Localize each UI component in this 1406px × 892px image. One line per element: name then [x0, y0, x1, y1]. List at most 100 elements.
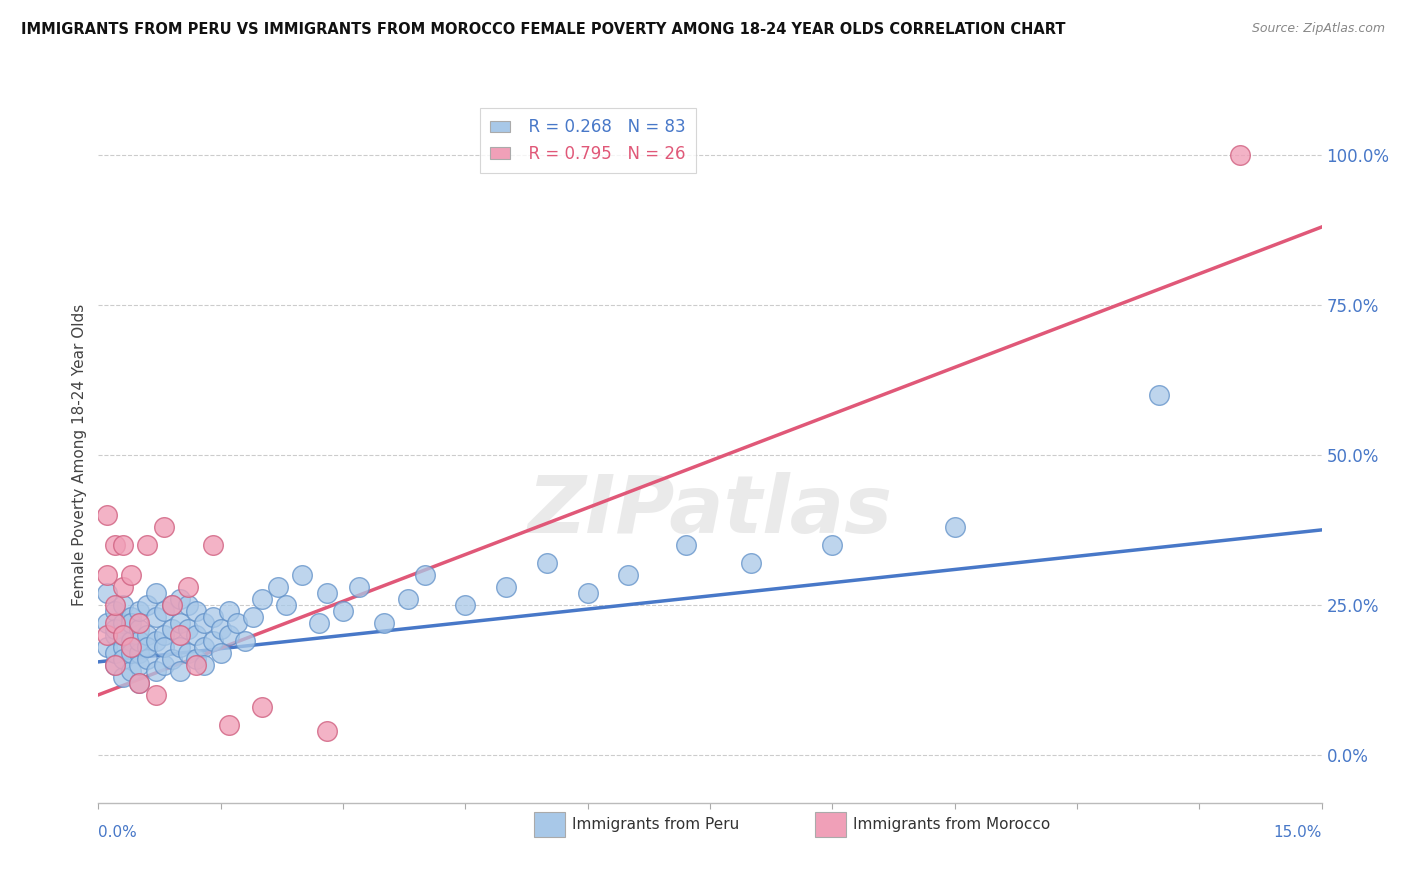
Point [111, 580, 134, 594]
Text: Immigrants from Morocco: Immigrants from Morocco [853, 817, 1050, 831]
Point [315, 723, 337, 738]
Point [104, 598, 127, 612]
Point [96, 628, 118, 642]
Point [193, 640, 215, 654]
Point [308, 615, 330, 630]
Point [96, 640, 118, 654]
Point [177, 598, 200, 612]
Text: Immigrants from Peru: Immigrants from Peru [572, 817, 740, 831]
Point [111, 628, 134, 642]
Point [169, 640, 191, 654]
Point [136, 628, 159, 642]
Point [136, 598, 159, 612]
Point [136, 640, 159, 654]
Point [136, 538, 159, 552]
Point [201, 610, 224, 624]
Point [209, 646, 232, 660]
Point [186, 657, 208, 672]
Text: 0.0%: 0.0% [98, 825, 138, 840]
Point [396, 591, 419, 606]
Text: 15.0%: 15.0% [1274, 825, 1322, 840]
Point [250, 699, 273, 714]
Point [104, 615, 127, 630]
Point [1147, 388, 1170, 402]
Point [169, 664, 191, 678]
Point [201, 538, 224, 552]
Point [617, 567, 640, 582]
Point [120, 633, 142, 648]
Point [740, 556, 762, 570]
Point [454, 598, 477, 612]
Text: IMMIGRANTS FROM PERU VS IMMIGRANTS FROM MOROCCO FEMALE POVERTY AMONG 18-24 YEAR : IMMIGRANTS FROM PERU VS IMMIGRANTS FROM … [21, 22, 1066, 37]
Point [111, 598, 134, 612]
Point [495, 580, 517, 594]
Point [104, 538, 127, 552]
Point [169, 615, 191, 630]
Point [226, 615, 249, 630]
Point [152, 520, 174, 534]
Point [218, 718, 240, 732]
Point [120, 615, 142, 630]
Point [128, 676, 150, 690]
Point [821, 538, 844, 552]
Point [128, 604, 150, 618]
Point [233, 633, 256, 648]
Point [169, 628, 191, 642]
Point [111, 652, 134, 666]
Point [104, 657, 127, 672]
Text: Source: ZipAtlas.com: Source: ZipAtlas.com [1251, 22, 1385, 36]
Point [152, 628, 174, 642]
Point [152, 640, 174, 654]
Point [373, 615, 395, 630]
Point [242, 610, 264, 624]
Point [120, 567, 142, 582]
Point [413, 567, 436, 582]
Point [209, 622, 232, 636]
Point [160, 652, 183, 666]
Point [193, 657, 215, 672]
Point [128, 646, 150, 660]
Point [96, 615, 118, 630]
Point [267, 580, 290, 594]
Y-axis label: Female Poverty Among 18-24 Year Olds: Female Poverty Among 18-24 Year Olds [72, 304, 87, 606]
Point [104, 622, 127, 636]
Point [315, 586, 337, 600]
Point [104, 604, 127, 618]
Point [96, 508, 118, 522]
Point [145, 586, 167, 600]
Point [104, 646, 127, 660]
Point [128, 633, 150, 648]
Point [160, 598, 183, 612]
Point [104, 657, 127, 672]
Point [218, 628, 240, 642]
Point [96, 567, 118, 582]
Point [120, 664, 142, 678]
Point [186, 652, 208, 666]
Point [274, 598, 297, 612]
Point [177, 580, 200, 594]
Point [145, 664, 167, 678]
Legend:   R = 0.268   N = 83,   R = 0.795   N = 26: R = 0.268 N = 83, R = 0.795 N = 26 [479, 109, 696, 173]
Point [120, 640, 142, 654]
Point [201, 633, 224, 648]
Point [145, 633, 167, 648]
Point [136, 652, 159, 666]
Point [96, 586, 118, 600]
Point [120, 610, 142, 624]
Point [169, 591, 191, 606]
Point [576, 586, 599, 600]
Point [291, 567, 314, 582]
Point [145, 688, 167, 702]
Point [128, 615, 150, 630]
Point [128, 676, 150, 690]
Point [177, 646, 200, 660]
Point [160, 598, 183, 612]
Point [186, 604, 208, 618]
Point [111, 615, 134, 630]
Point [152, 604, 174, 618]
Point [218, 604, 240, 618]
Point [128, 622, 150, 636]
Point [160, 622, 183, 636]
Point [128, 657, 150, 672]
Text: ZIPatlas: ZIPatlas [527, 472, 893, 549]
